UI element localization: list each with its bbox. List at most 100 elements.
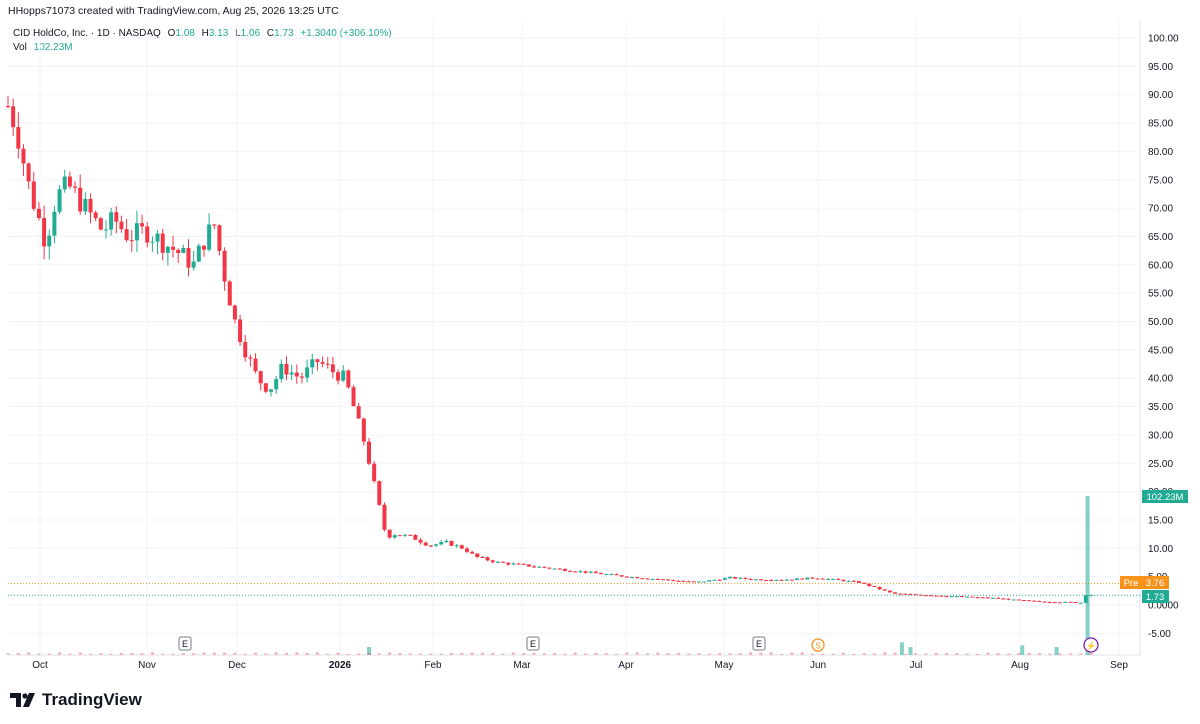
candle-body xyxy=(248,357,253,359)
candle-body xyxy=(294,372,299,377)
candle-body xyxy=(825,578,830,580)
volume-bar xyxy=(367,652,371,655)
candle-body xyxy=(965,596,970,598)
candle-body xyxy=(867,583,872,587)
volume-bar xyxy=(27,652,31,655)
volume-bar xyxy=(326,653,330,655)
candle-body xyxy=(392,535,397,538)
earnings-marker-icon[interactable] xyxy=(526,636,540,651)
earnings-marker-icon[interactable] xyxy=(178,636,192,651)
candle-body xyxy=(676,580,681,582)
candle-body xyxy=(232,305,237,320)
volume-bar xyxy=(707,653,711,655)
candle-body xyxy=(578,571,583,573)
candle-body xyxy=(428,545,433,547)
y-tick-label: 25.00 xyxy=(1148,459,1173,470)
candle-body xyxy=(1001,598,1006,600)
volume-bar xyxy=(976,653,980,655)
volume-bar xyxy=(202,652,206,655)
candle-body xyxy=(893,592,898,594)
earnings-marker-icon[interactable] xyxy=(752,636,766,651)
candle-body xyxy=(908,594,913,596)
candle-body xyxy=(573,571,578,573)
volume-bar xyxy=(470,652,474,655)
event-marker-icon[interactable] xyxy=(1083,637,1099,653)
volume-bar xyxy=(522,652,526,655)
tradingview-logo-icon xyxy=(10,693,35,707)
candle-body xyxy=(93,212,98,219)
candle-body xyxy=(836,578,841,580)
x-tick-label: Feb xyxy=(424,660,442,671)
pre-market-tag xyxy=(1120,576,1142,589)
candle-body xyxy=(991,597,996,599)
candle-body xyxy=(103,229,108,231)
candle-body xyxy=(851,580,856,582)
candle-body xyxy=(403,534,408,536)
candle-body xyxy=(764,580,769,582)
candle-body xyxy=(996,597,1001,599)
candle-body xyxy=(1063,601,1068,603)
candle-body xyxy=(1047,602,1052,604)
candle-body xyxy=(913,594,918,596)
volume-bar xyxy=(759,652,763,655)
candle-body xyxy=(196,245,201,262)
candle-body xyxy=(150,241,155,243)
candle-body xyxy=(929,595,934,597)
volume-bar xyxy=(945,652,949,655)
candle-body xyxy=(856,581,861,583)
volume-bar xyxy=(119,652,123,655)
volume-bar xyxy=(738,653,742,655)
symbol-legend: CID HoldCo, Inc. · 1D · NASDAQ O1.08 H3.… xyxy=(13,27,392,55)
volume-bar xyxy=(532,652,536,655)
candle-body xyxy=(516,563,521,565)
candle-body xyxy=(114,212,119,222)
candle-body xyxy=(975,597,980,599)
candle-body xyxy=(552,568,557,570)
candle-body xyxy=(78,187,83,212)
volume-bar xyxy=(903,653,907,655)
candle-body xyxy=(186,248,191,268)
x-tick-label: May xyxy=(715,660,734,671)
volume-bar xyxy=(553,652,557,655)
candle-body xyxy=(397,535,402,537)
candle-body xyxy=(351,387,356,407)
volume-bar xyxy=(233,652,237,655)
candle-body xyxy=(171,246,176,250)
candle-body xyxy=(717,579,722,581)
volume-bar xyxy=(398,652,402,655)
candle-body xyxy=(691,581,696,583)
candle-body xyxy=(413,535,418,540)
candle-body xyxy=(954,596,959,598)
candle-body xyxy=(42,218,47,247)
volume-bar xyxy=(99,653,103,655)
candle-body xyxy=(593,571,598,574)
volume-bar xyxy=(130,652,134,655)
volume-bar xyxy=(687,653,691,655)
symbol-name[interactable]: CID HoldCo, Inc. · 1D · NASDAQ xyxy=(13,28,161,39)
candle-body xyxy=(305,367,310,378)
split-marker-icon[interactable] xyxy=(811,638,825,652)
candle-body xyxy=(939,595,944,597)
candle-body xyxy=(330,364,335,373)
candle-body xyxy=(372,463,377,482)
candle-body xyxy=(418,539,423,543)
y-tick-label: -5.00 xyxy=(1148,629,1171,640)
volume-bar xyxy=(439,653,443,655)
volume-bar xyxy=(388,652,392,655)
candle-body xyxy=(774,579,779,581)
split-marker-label: S xyxy=(815,642,820,651)
volume-badge-label: 102.23M xyxy=(1147,492,1184,503)
volume-bar xyxy=(212,652,216,655)
volume-bar xyxy=(480,652,484,655)
y-tick-label: 95.00 xyxy=(1148,62,1173,73)
tradingview-logo[interactable]: TradingView xyxy=(10,690,142,710)
volume-bar xyxy=(109,653,113,655)
candle-body xyxy=(459,545,464,549)
candle-body xyxy=(485,557,490,561)
candle-body xyxy=(887,590,892,593)
candle-body xyxy=(1032,600,1037,602)
candle-body xyxy=(1027,600,1032,602)
candle-body xyxy=(619,575,624,577)
candle-body xyxy=(480,556,485,558)
